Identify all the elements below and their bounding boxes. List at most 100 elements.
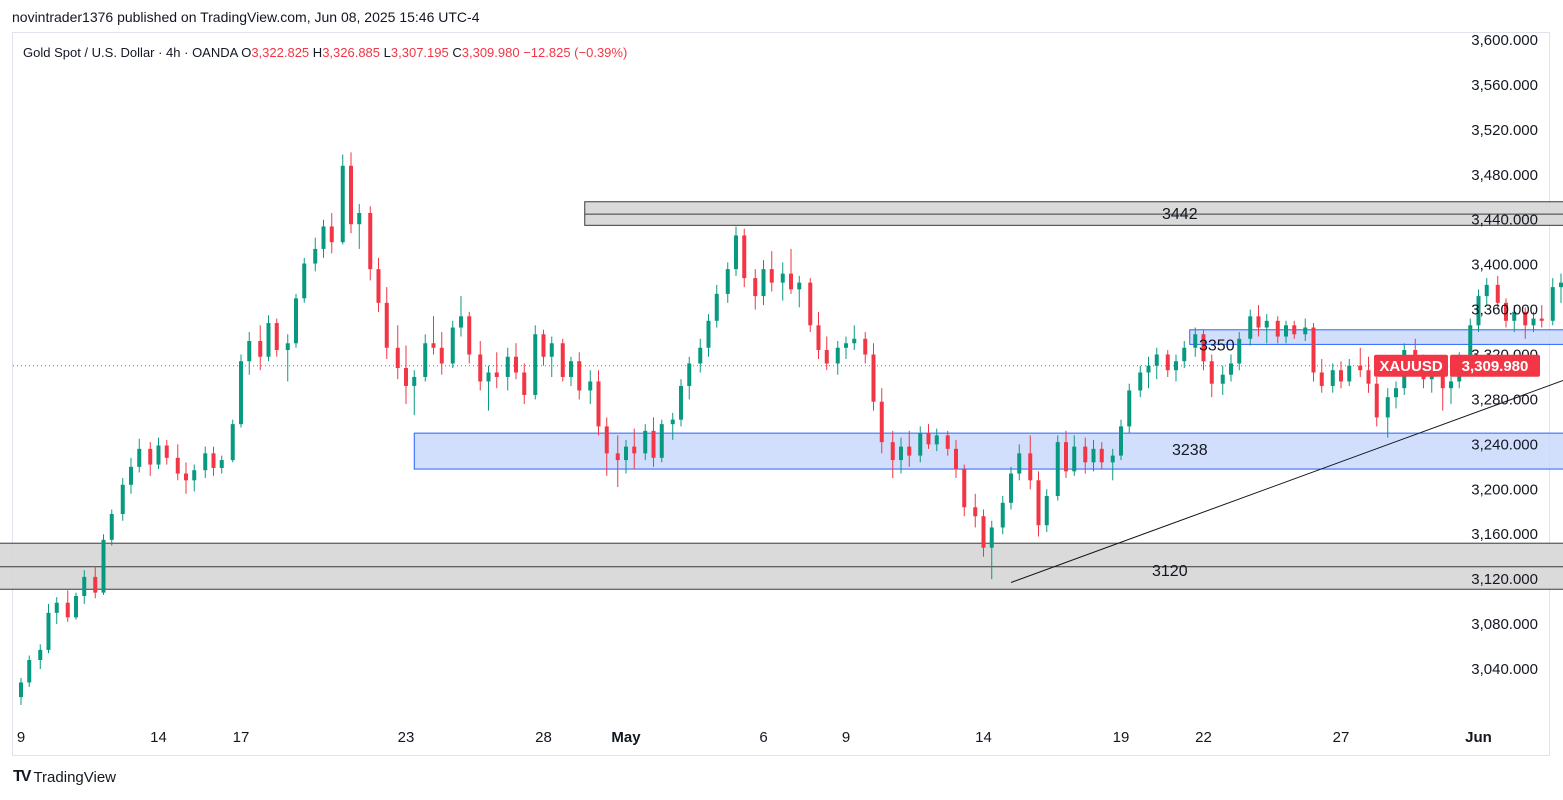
zone-label-3238: 3238	[1172, 442, 1208, 459]
x-tick-label: 23	[398, 729, 415, 746]
candle-body	[1044, 496, 1049, 526]
candle-body	[797, 282, 802, 290]
candle-body	[1495, 284, 1500, 303]
candle-body	[863, 338, 868, 355]
candle-body	[1523, 311, 1528, 326]
candle-body	[679, 385, 683, 420]
x-tick-label: 28	[535, 729, 552, 746]
candle-body	[1220, 374, 1225, 384]
candle-body	[533, 334, 538, 395]
y-tick-label: 3,240.000	[1471, 436, 1538, 453]
candle-body	[761, 269, 766, 297]
candle-body	[549, 343, 554, 357]
candle-body	[698, 347, 703, 364]
last-price-tag	[1450, 354, 1540, 377]
candle-body	[954, 448, 958, 470]
chart-frame[interactable]	[12, 32, 1550, 756]
candle-body	[423, 343, 428, 377]
candle-body	[1264, 320, 1269, 328]
candle-body	[1036, 480, 1041, 526]
candle-body	[46, 612, 51, 650]
candle-body	[1476, 296, 1481, 326]
candle-body	[522, 372, 527, 395]
candle-body	[852, 338, 857, 344]
candle-body	[926, 433, 931, 445]
candle-body	[266, 323, 271, 357]
candle-body	[431, 343, 436, 348]
candle-body	[706, 320, 711, 348]
zone-label-3350: 3350	[1199, 337, 1235, 354]
x-tick-label: Jun	[1465, 729, 1492, 746]
candle-body	[230, 424, 235, 461]
candle-body	[899, 446, 903, 461]
candle-body	[577, 361, 582, 391]
candle-body	[329, 226, 334, 243]
tradingview-logo-icon: TV	[13, 768, 32, 785]
y-tick-label: 3,120.000	[1471, 571, 1538, 588]
zone-3120	[0, 542, 1563, 590]
candle-body	[1449, 381, 1453, 389]
y-tick-label: 3,080.000	[1471, 616, 1538, 633]
candle-body	[175, 457, 180, 474]
candle-body	[1292, 325, 1297, 335]
candle-body	[1385, 397, 1390, 418]
candle-body	[780, 273, 785, 283]
candle-body	[596, 381, 601, 427]
candle-body	[973, 507, 978, 517]
candle-body	[714, 293, 719, 321]
candle-body	[890, 442, 895, 461]
candle-body	[321, 226, 326, 249]
candle-body	[734, 235, 738, 270]
candle-body	[687, 363, 692, 386]
symbol-title: Gold Spot / U.S. Dollar · 4h · OANDA	[23, 45, 238, 60]
close-value: 3,309.980	[461, 45, 520, 60]
candle-body	[19, 682, 23, 698]
candle-body	[203, 453, 208, 471]
candle-body	[395, 347, 400, 368]
candle-body	[1154, 354, 1159, 366]
candle-body	[1072, 446, 1077, 472]
candle-body	[560, 343, 565, 377]
candle-body	[1374, 383, 1379, 418]
candle-body	[934, 435, 939, 445]
candle-body	[1000, 502, 1005, 528]
x-tick-label: 19	[1113, 729, 1130, 746]
candle-body	[1339, 370, 1343, 382]
candle-body	[514, 356, 518, 373]
candle-body	[412, 376, 417, 386]
candle-body	[1209, 361, 1214, 384]
candle-body	[1165, 354, 1170, 371]
candle-body	[879, 401, 884, 443]
published-byline: novintrader1376 published on TradingView…	[12, 9, 480, 25]
candle-body	[643, 430, 648, 454]
candle-body	[239, 361, 243, 425]
y-tick-label: 3,480.000	[1471, 167, 1538, 184]
candle-body	[1468, 325, 1473, 357]
footer-brand[interactable]: TV TradingView	[13, 768, 116, 786]
candle-body	[129, 466, 133, 485]
candle-body	[1311, 327, 1316, 373]
candle-body	[1512, 311, 1517, 321]
candle-body	[918, 433, 923, 456]
close-label: C	[452, 45, 462, 60]
open-value: 3,322.825	[251, 45, 310, 60]
candle-body	[38, 649, 43, 661]
candle-body	[1358, 365, 1363, 371]
candle-body	[340, 165, 345, 243]
candle-body	[1182, 347, 1187, 362]
candle-body	[1146, 365, 1151, 373]
candle-body	[769, 269, 774, 283]
zone-3238	[413, 432, 1563, 470]
zone-label-3120: 3120	[1152, 563, 1188, 580]
candle-body	[404, 367, 408, 386]
candle-body	[1201, 334, 1206, 362]
candle-body	[1413, 350, 1418, 359]
candle-body	[789, 273, 793, 290]
candle-body	[615, 453, 620, 461]
candle-body	[54, 602, 59, 613]
candle-body	[1275, 320, 1280, 337]
candle-body	[164, 445, 169, 458]
candle-body	[945, 435, 950, 449]
candle-body	[478, 354, 483, 382]
